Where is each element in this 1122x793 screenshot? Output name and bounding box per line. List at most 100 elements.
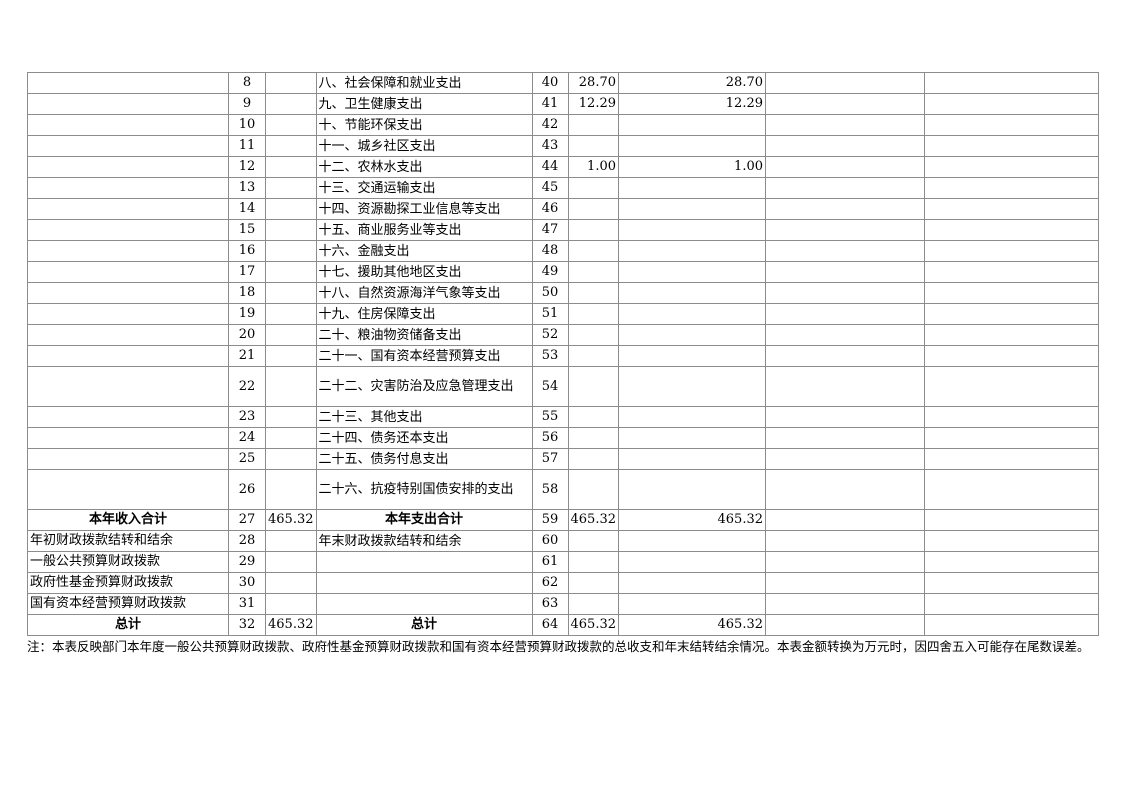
table-row: 政府性基金预算财政拨款 30 62: [27, 572, 1099, 594]
expense-line-number-cell: 59: [531, 509, 569, 531]
general-budget-cell: [618, 282, 766, 304]
expense-line-number-cell: 47: [531, 219, 569, 241]
income-amount-cell: [265, 177, 317, 199]
expense-total-cell: [567, 427, 619, 449]
income-line-number-cell: 8: [228, 72, 266, 94]
expense-item-cell: 十一、城乡社区支出: [315, 135, 533, 157]
gov-fund-cell: [765, 469, 925, 510]
income-amount-cell: [265, 448, 317, 470]
income-line-number-cell: 11: [228, 135, 266, 157]
state-capital-cell: [924, 135, 1099, 157]
expense-total-cell: 12.29: [567, 93, 619, 115]
general-budget-cell: [618, 303, 766, 325]
expense-item-cell: 十三、交通运输支出: [315, 177, 533, 199]
table-row: 8 八、社会保障和就业支出 40 28.70 28.70: [27, 72, 1099, 94]
state-capital-cell: [924, 427, 1099, 449]
income-item-cell: 一般公共预算财政拨款: [27, 551, 229, 573]
state-capital-cell: [924, 345, 1099, 367]
expense-line-number-cell: 50: [531, 282, 569, 304]
income-line-number-cell: 14: [228, 198, 266, 220]
income-amount-cell: [265, 593, 317, 615]
income-amount-cell: [265, 93, 317, 115]
expense-total-cell: [567, 219, 619, 241]
gov-fund-cell: [765, 366, 925, 407]
expense-item-cell: 总计: [315, 614, 533, 636]
expense-total-cell: [567, 572, 619, 594]
gov-fund-cell: [765, 240, 925, 262]
gov-fund-cell: [765, 448, 925, 470]
gov-fund-cell: [765, 324, 925, 346]
income-amount-cell: [265, 530, 317, 552]
expense-total-cell: 1.00: [567, 156, 619, 178]
expense-total-cell: [567, 303, 619, 325]
expense-item-cell: 年末财政拨款结转和结余: [315, 530, 533, 552]
expense-line-number-cell: 45: [531, 177, 569, 199]
general-budget-cell: [618, 593, 766, 615]
gov-fund-cell: [765, 198, 925, 220]
general-budget-cell: [618, 219, 766, 241]
income-amount-cell: [265, 72, 317, 94]
income-amount-cell: [265, 469, 317, 510]
income-amount-cell: [265, 366, 317, 407]
general-budget-cell: [618, 177, 766, 199]
income-item-cell: [27, 282, 229, 304]
expense-total-cell: [567, 198, 619, 220]
table-row: 12 十二、农林水支出 44 1.00 1.00: [27, 156, 1099, 178]
table-row: 15 十五、商业服务业等支出 47: [27, 219, 1099, 241]
table-row: 本年收入合计 27 465.32 本年支出合计 59 465.32 465.32: [27, 509, 1099, 531]
expense-total-cell: [567, 448, 619, 470]
general-budget-cell: [618, 324, 766, 346]
general-budget-cell: [618, 572, 766, 594]
table-row: 18 十八、自然资源海洋气象等支出 50: [27, 282, 1099, 304]
gov-fund-cell: [765, 177, 925, 199]
table-row: 16 十六、金融支出 48: [27, 240, 1099, 262]
state-capital-cell: [924, 366, 1099, 407]
expense-line-number-cell: 48: [531, 240, 569, 262]
gov-fund-cell: [765, 345, 925, 367]
general-budget-cell: [618, 114, 766, 136]
general-budget-cell: [618, 261, 766, 283]
income-item-cell: [27, 135, 229, 157]
expense-total-cell: [567, 177, 619, 199]
state-capital-cell: [924, 93, 1099, 115]
income-item-cell: [27, 72, 229, 94]
state-capital-cell: [924, 530, 1099, 552]
income-line-number-cell: 27: [228, 509, 266, 531]
income-line-number-cell: 26: [228, 469, 266, 510]
income-item-cell: [27, 448, 229, 470]
income-amount-cell: [265, 198, 317, 220]
income-line-number-cell: 12: [228, 156, 266, 178]
expense-line-number-cell: 62: [531, 572, 569, 594]
expense-line-number-cell: 60: [531, 530, 569, 552]
income-amount-cell: [265, 572, 317, 594]
expense-line-number-cell: 64: [531, 614, 569, 636]
expense-item-cell: 十四、资源勘探工业信息等支出: [315, 198, 533, 220]
expense-line-number-cell: 63: [531, 593, 569, 615]
table-row: 11 十一、城乡社区支出 43: [27, 135, 1099, 157]
table-row: 25 二十五、债务付息支出 57: [27, 448, 1099, 470]
table-row: 20 二十、粮油物资储备支出 52: [27, 324, 1099, 346]
general-budget-cell: 1.00: [618, 156, 766, 178]
expense-line-number-cell: 51: [531, 303, 569, 325]
general-budget-cell: [618, 469, 766, 510]
income-amount-cell: [265, 345, 317, 367]
table-row: 一般公共预算财政拨款 29 61: [27, 551, 1099, 573]
gov-fund-cell: [765, 93, 925, 115]
income-amount-cell: 465.32: [265, 614, 317, 636]
income-amount-cell: [265, 551, 317, 573]
state-capital-cell: [924, 156, 1099, 178]
income-item-cell: [27, 177, 229, 199]
expense-item-cell: 二十五、债务付息支出: [315, 448, 533, 470]
income-amount-cell: [265, 240, 317, 262]
gov-fund-cell: [765, 614, 925, 636]
state-capital-cell: [924, 469, 1099, 510]
gov-fund-cell: [765, 282, 925, 304]
income-line-number-cell: 13: [228, 177, 266, 199]
expense-total-cell: 28.70: [567, 72, 619, 94]
expense-total-cell: 465.32: [567, 614, 619, 636]
income-item-cell: 本年收入合计: [27, 509, 229, 531]
expense-line-number-cell: 56: [531, 427, 569, 449]
gov-fund-cell: [765, 530, 925, 552]
income-line-number-cell: 23: [228, 406, 266, 428]
income-line-number-cell: 16: [228, 240, 266, 262]
